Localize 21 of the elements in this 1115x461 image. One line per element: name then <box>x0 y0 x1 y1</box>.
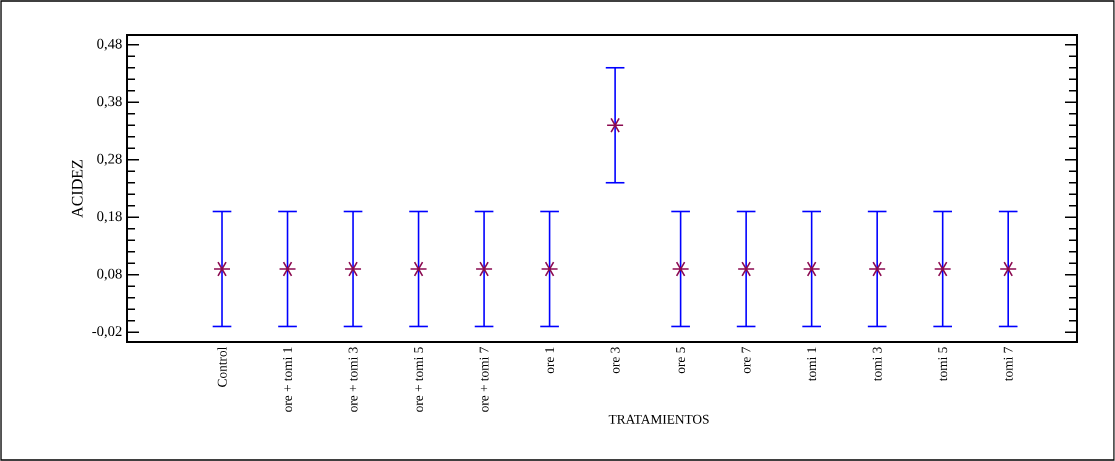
y-tick-label: 0,18 <box>97 211 122 224</box>
y-tick-label: 0,48 <box>97 38 122 51</box>
y-tick-label: 0,08 <box>97 268 122 281</box>
x-tick-label: tomi 5 <box>938 347 948 382</box>
x-tick-label: tomi 3 <box>872 347 882 382</box>
x-tick-label: ore + tomi 7 <box>479 347 489 412</box>
y-tick-label: 0,38 <box>97 96 122 109</box>
y-tick-label: 0,28 <box>97 153 122 166</box>
x-tick-label: ore + tomi 5 <box>414 347 424 412</box>
y-axis-title: ACIDEZ <box>71 160 83 218</box>
x-tick-label: ore 7 <box>741 347 751 374</box>
x-tick-label: ore 1 <box>545 347 555 374</box>
x-tick-label: ore + tomi 1 <box>283 347 292 412</box>
x-tick-label: ore + tomi 3 <box>348 347 358 412</box>
x-axis-title: TRATAMIENTOS <box>608 414 709 424</box>
y-tick-label: -0,02 <box>92 326 122 339</box>
x-tick-label: tomi 7 <box>1003 347 1013 382</box>
x-tick-label: ore 5 <box>676 347 686 374</box>
x-tick-label: ore 3 <box>610 347 620 374</box>
x-tick-label: Control <box>217 346 227 387</box>
x-tick-label: tomi 1 <box>807 347 817 382</box>
